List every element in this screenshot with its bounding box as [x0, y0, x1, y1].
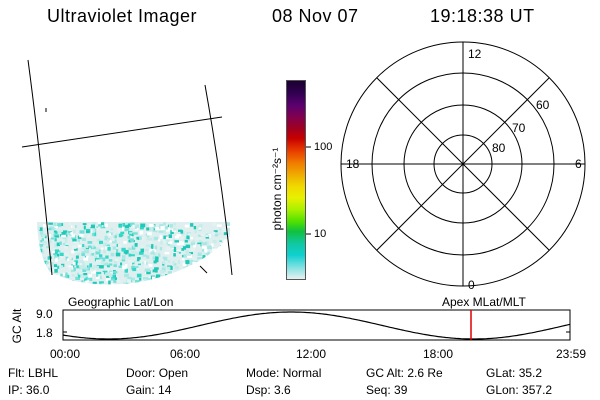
altitude-ytick-min: 1.8: [36, 326, 53, 340]
auroral-emission-image: [37, 222, 230, 285]
grid-line: [27, 59, 53, 276]
mlt-label-6: 6: [575, 157, 582, 171]
altitude-xtick-0600: 06:00: [170, 347, 201, 361]
time-label: 19:18:38 UT: [430, 6, 535, 26]
mlat-label-70: 70: [512, 121, 526, 135]
altitude-plot-frame: [62, 309, 571, 341]
colorbar: [286, 80, 306, 280]
mlt-label-18: 18: [346, 157, 360, 171]
glat-status: GLat: 35.2: [486, 366, 543, 380]
glon-status: GLon: 357.2: [486, 383, 553, 397]
gc-alt-status: GC Alt: 2.6 Re: [366, 366, 443, 380]
lat-circle-70: [403, 104, 523, 224]
apex-panel-label: Apex MLat/MLT: [442, 295, 526, 309]
grid-line: [204, 84, 233, 276]
dsp-status: Dsp: 3.6: [246, 383, 291, 397]
colorbar-gradient: [287, 81, 305, 279]
lat-circle-50: [340, 41, 586, 287]
flt-status: Flt: LBHL: [8, 366, 59, 380]
grid-line: [21, 116, 223, 148]
altitude-ytick-max: 9.0: [36, 307, 53, 321]
ip-status: IP: 36.0: [8, 383, 50, 397]
gain-status: Gain: 14: [126, 383, 172, 397]
mlt-line-diag: [376, 77, 550, 251]
altitude-xtick-0000: 00:00: [50, 347, 81, 361]
colorbar-tick-100: 100: [314, 141, 333, 153]
lat-circle-80: [433, 134, 493, 194]
altitude-ylabel: GC Alt: [10, 308, 24, 344]
mode-status: Mode: Normal: [246, 366, 322, 380]
seq-status: Seq: 39: [366, 383, 408, 397]
lat-circle-60: [371, 72, 555, 256]
mlat-label-80: 80: [492, 141, 506, 155]
colorbar-unit-label: photon cm⁻²s⁻¹: [270, 147, 284, 231]
mlt-line-diag: [376, 77, 550, 251]
grid-tick: [199, 265, 208, 274]
date-label: 08 Nov 07: [272, 6, 359, 26]
instrument-title: Ultraviolet Imager: [47, 6, 198, 26]
door-status: Door: Open: [126, 366, 189, 380]
mlt-label-0: 0: [468, 278, 475, 292]
colorbar-tick-10: 10: [314, 228, 327, 240]
altitude-xtick-1800: 18:00: [423, 347, 454, 361]
altitude-xtick-2359: 23:59: [556, 347, 587, 361]
altitude-xtick-1200: 12:00: [296, 347, 327, 361]
mlt-label-12: 12: [468, 47, 482, 61]
altitude-curve: [62, 311, 571, 340]
geographic-panel-label: Geographic Lat/Lon: [68, 295, 174, 309]
mlat-label-60: 60: [536, 98, 550, 112]
